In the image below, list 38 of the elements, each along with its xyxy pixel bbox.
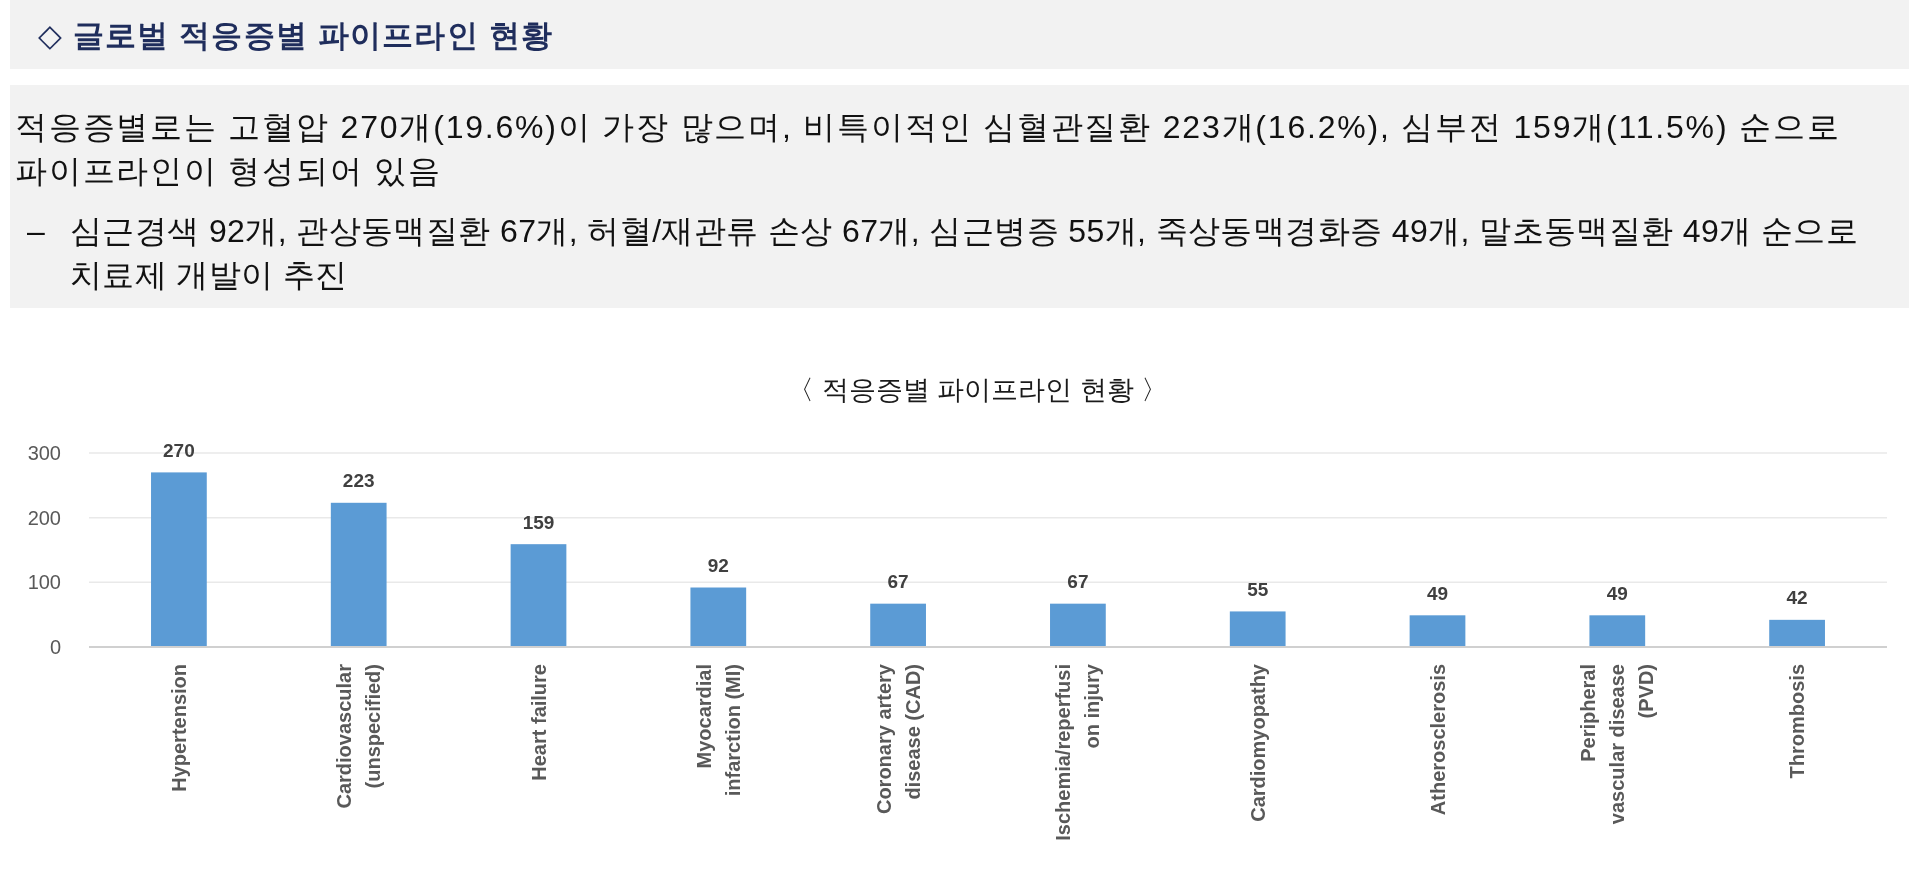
bar bbox=[1409, 615, 1466, 647]
bar bbox=[510, 544, 567, 647]
data-label: 92 bbox=[707, 555, 729, 577]
data-label: 223 bbox=[342, 470, 375, 492]
chart-title: ◇ 글로벌 적응증별 파이프라인 현황 bbox=[38, 17, 554, 53]
x-tick-label: Thrombosis bbox=[1786, 664, 1809, 779]
bar bbox=[1589, 615, 1646, 647]
y-tick-label: 300 bbox=[27, 442, 61, 464]
bar bbox=[151, 472, 207, 647]
data-label: 159 bbox=[522, 511, 555, 533]
x-tick-label: Coronary artery disease (CAD) bbox=[872, 663, 924, 815]
text: 적응증별로는 고혈압 270개(19.6%)이 가장 많으며, 비특이적인 심혈관질환 223개(16.2%), 심부전 159개(11.5%) 순으로 파이프라인이 형성되어 있음 bbox=[15, 109, 1841, 189]
y-tick-label: 100 bbox=[27, 571, 61, 594]
x-tick-label: Cardiomyopathy bbox=[1246, 663, 1269, 822]
bar bbox=[1050, 603, 1106, 647]
x-tick-label: Myocardial infarction (MI) bbox=[692, 664, 744, 797]
chart-subtitle: 〈 적응증별 파이프라인 현황 〉 bbox=[787, 375, 1169, 405]
data-label: 67 bbox=[887, 571, 909, 593]
data-label: 49 bbox=[1606, 582, 1628, 604]
bar bbox=[690, 587, 747, 647]
bar bbox=[1229, 611, 1286, 647]
bar bbox=[330, 502, 387, 647]
bar bbox=[870, 603, 926, 647]
x-tick-label: Cardiovascular (unspecified) bbox=[333, 663, 385, 809]
x-tick-label: Heart failure bbox=[527, 664, 550, 781]
x-tick-label: Ischemia/reperfusi on injury bbox=[1052, 663, 1104, 841]
x-tick-label: Hypertension bbox=[167, 664, 190, 792]
y-tick-label: 200 bbox=[27, 506, 61, 529]
data-label: 55 bbox=[1247, 578, 1269, 600]
data-label: 67 bbox=[1067, 571, 1089, 593]
bar bbox=[1769, 619, 1825, 647]
data-label: 42 bbox=[1786, 587, 1808, 609]
data-label: 270 bbox=[163, 439, 195, 461]
y-tick-label: 0 bbox=[49, 636, 61, 658]
text: – 심근경색 92개, 관상동맥질환 67개, 허혈/재관류 손상 67개, 심근병증 55개, 죽상동맥경화증 49개, 말초동맥질환 49개 순으로 치료제 개발이 추진 bbox=[27, 213, 1859, 293]
x-tick-label: Atherosclerosis bbox=[1426, 664, 1449, 816]
x-tick-label: Peripheral vascular disease (PVD) bbox=[1577, 664, 1658, 825]
data-label: 49 bbox=[1426, 582, 1449, 604]
